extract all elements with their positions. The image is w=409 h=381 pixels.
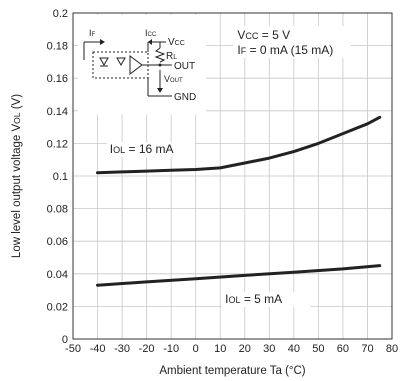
series-lines <box>96 115 382 287</box>
y-tick-label: 0.14 <box>47 106 68 118</box>
circuit-node <box>158 63 162 67</box>
circuit-label-if: IF <box>89 28 96 38</box>
series-line-1 <box>96 264 382 287</box>
series-label: IOL = 5 mA <box>225 292 282 306</box>
series-labels: IOL = 16 mA IOL = 5 mA VCC = 5 VIF = 0 mA … <box>106 26 351 308</box>
circuit-label-out: OUT <box>174 61 195 72</box>
condition-text: VCC = 5 V <box>237 28 290 42</box>
x-tick-label: 0 <box>193 343 199 355</box>
series-label-bg <box>222 292 311 308</box>
circuit-arrow <box>157 88 163 93</box>
y-tick-label: 0 <box>62 334 68 346</box>
x-axis-title: Ambient temperature Ta (°C) <box>159 365 305 377</box>
x-tick-label: -30 <box>114 343 130 355</box>
circuit-label-gnd: GND <box>174 92 196 103</box>
circuit-arrow <box>100 39 105 45</box>
x-tick-label: 50 <box>312 343 324 355</box>
x-tick-label: -20 <box>139 343 155 355</box>
condition-text: IF = 0 mA (15 mA) <box>237 43 333 57</box>
series-label-bg <box>106 142 195 158</box>
plot-frame <box>72 12 393 340</box>
series-label: IOL = 16 mA <box>110 142 174 156</box>
x-tick-label: 40 <box>288 343 300 355</box>
circuit-arrow <box>148 39 152 45</box>
series-line-0 <box>96 115 382 175</box>
x-tick-label: -10 <box>163 343 179 355</box>
circuit-label-vout: VOUT <box>164 74 183 84</box>
y-tick-label: 0.2 <box>53 8 68 20</box>
circuit-label-icc: ICC <box>145 28 157 38</box>
x-tick-label: 20 <box>239 343 251 355</box>
y-tick-label: 0.1 <box>53 171 68 183</box>
y-tick-label: 0.04 <box>47 269 68 281</box>
conditions-bg <box>233 26 351 59</box>
x-tick-label: 70 <box>361 343 373 355</box>
x-tick-label: -50 <box>65 343 81 355</box>
circuit-led <box>99 57 109 67</box>
y-axis-title: Low level output voltage VOL (V) <box>11 94 23 258</box>
x-tick-label: 10 <box>214 343 226 355</box>
x-tick-label: -40 <box>90 343 106 355</box>
y-tick-label: 0.12 <box>47 138 68 150</box>
y-tick-label: 0.18 <box>47 41 68 53</box>
circuit-amplifier <box>129 55 143 75</box>
circuit-photodiode <box>116 57 126 67</box>
circuit-label-rl: RL <box>166 51 177 62</box>
y-tick-label: 0.02 <box>47 301 68 313</box>
x-tick-label: 80 <box>386 343 398 355</box>
circuit-label-vcc: VCC <box>168 37 185 48</box>
axes: -50 -40 -30 -20 -10 0 10 20 30 40 50 60 70 80 0 0.02 0.0… <box>11 8 398 377</box>
x-tick-label: 60 <box>337 343 349 355</box>
y-tick-label: 0.08 <box>47 204 68 216</box>
y-tick-label: 0.16 <box>47 73 68 85</box>
y-tick-label: 0.06 <box>47 236 68 248</box>
x-tick-label: 30 <box>263 343 275 355</box>
circuit-resistor <box>154 47 166 63</box>
